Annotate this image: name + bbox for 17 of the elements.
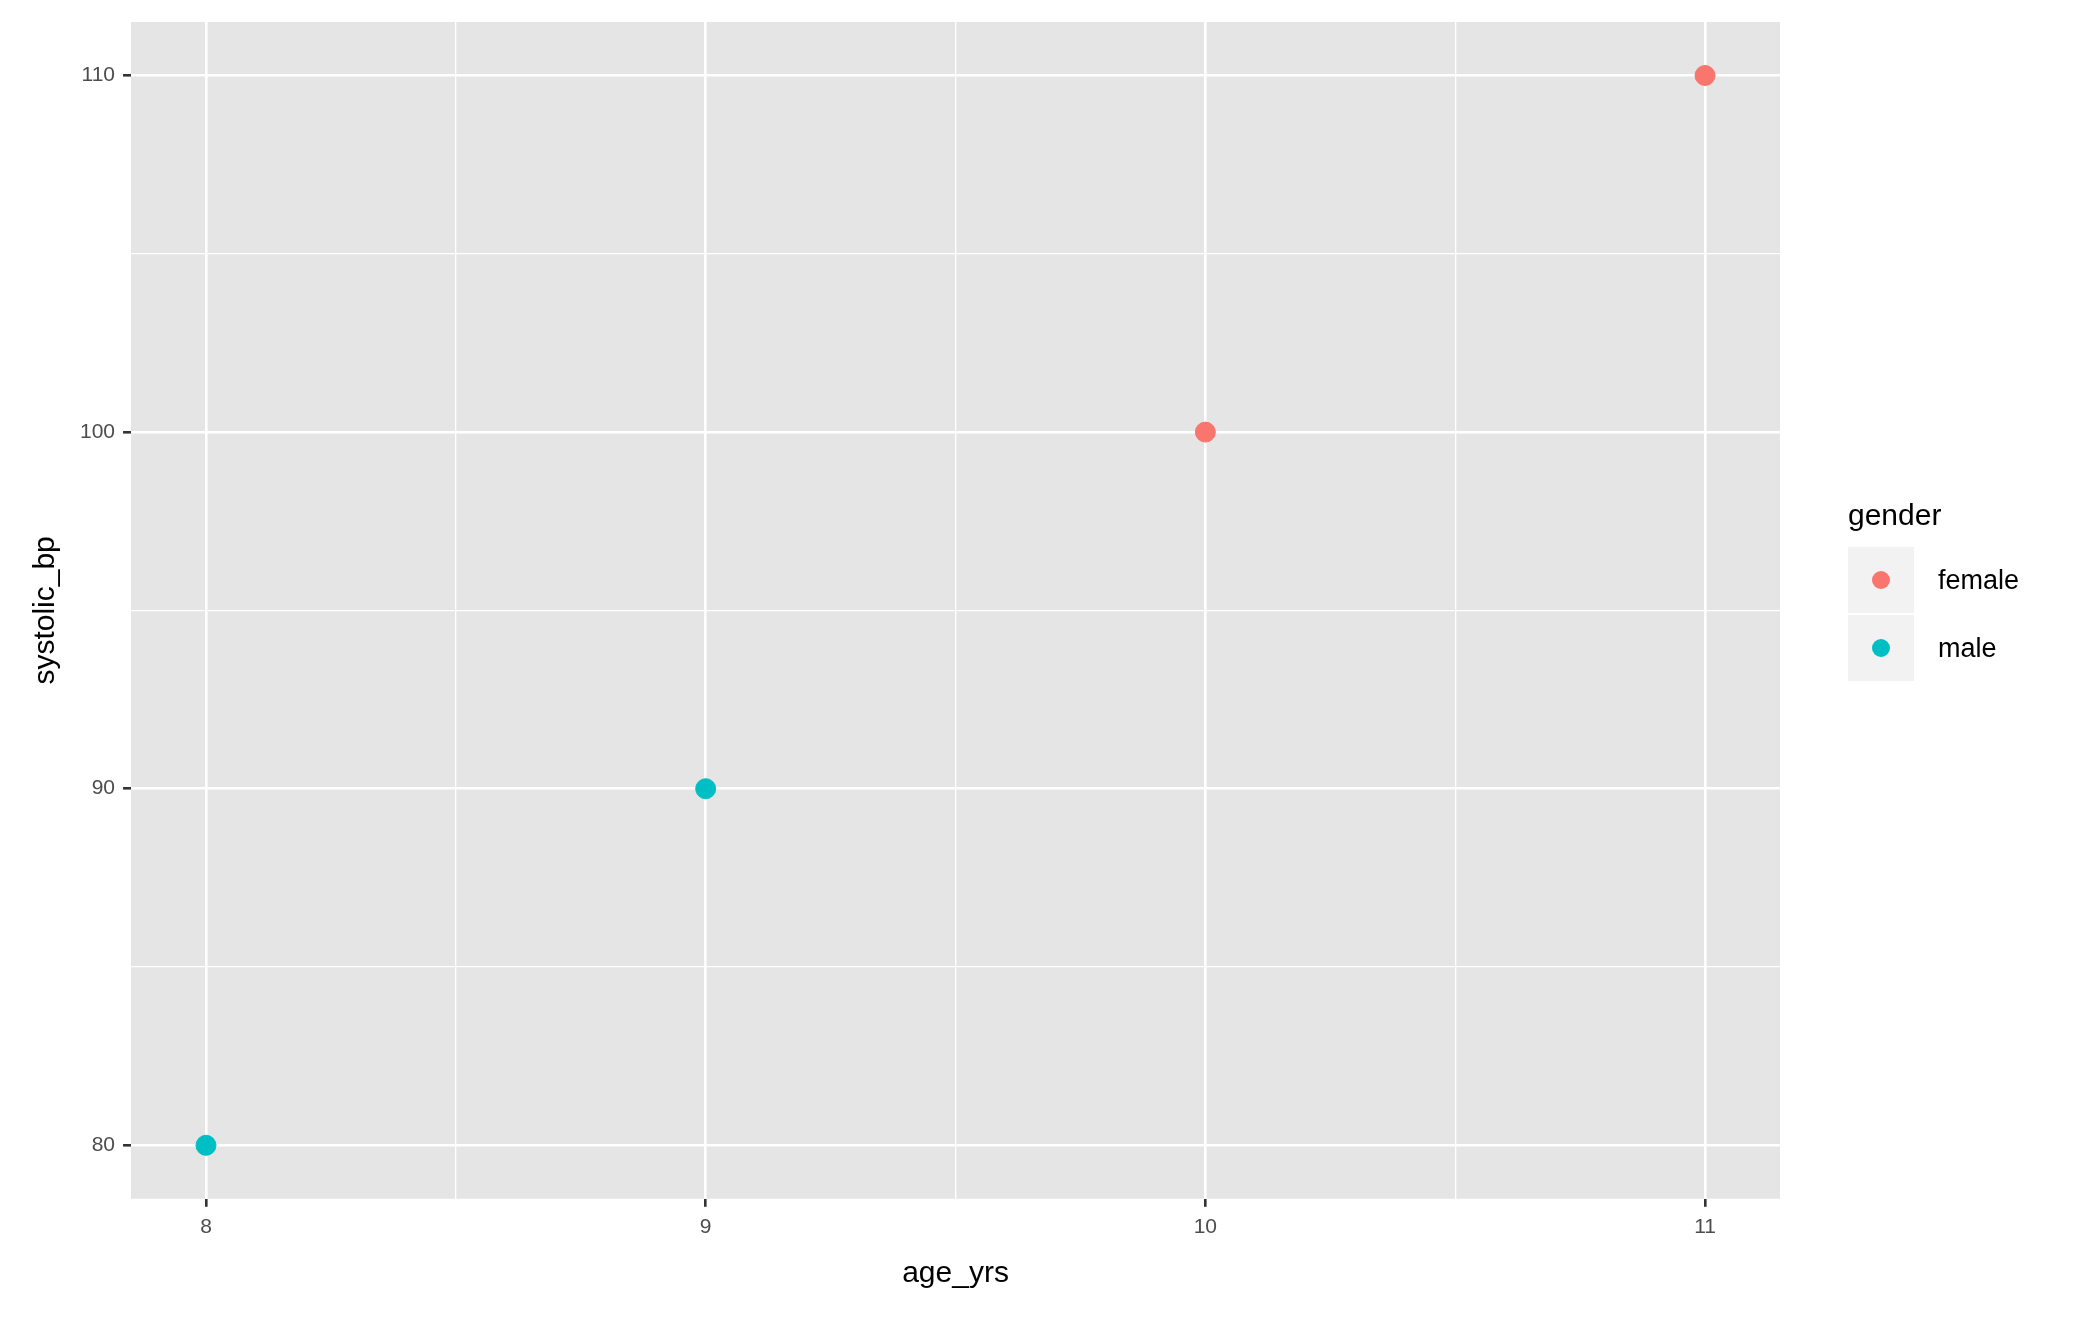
point <box>695 778 717 800</box>
x-tick-label: 9 <box>699 1214 712 1238</box>
legend-title: gender <box>1848 498 1943 532</box>
legend-label: female <box>1938 564 2020 596</box>
y-tick-label: 90 <box>91 775 116 799</box>
y-tick-label: 110 <box>81 62 116 86</box>
legend-label: male <box>1938 632 1997 664</box>
y-tick-label: 80 <box>91 1132 116 1156</box>
point <box>1694 64 1716 86</box>
x-tick-label: 10 <box>1193 1214 1218 1238</box>
y-axis-title: systolic_bp <box>27 536 61 685</box>
point <box>1194 421 1216 443</box>
y-tick-label: 100 <box>79 418 116 442</box>
x-tick-label: 8 <box>200 1214 212 1238</box>
x-axis-title: age_yrs <box>902 1255 1009 1289</box>
point <box>195 1134 217 1156</box>
x-tick-label: 11 <box>1694 1214 1716 1238</box>
